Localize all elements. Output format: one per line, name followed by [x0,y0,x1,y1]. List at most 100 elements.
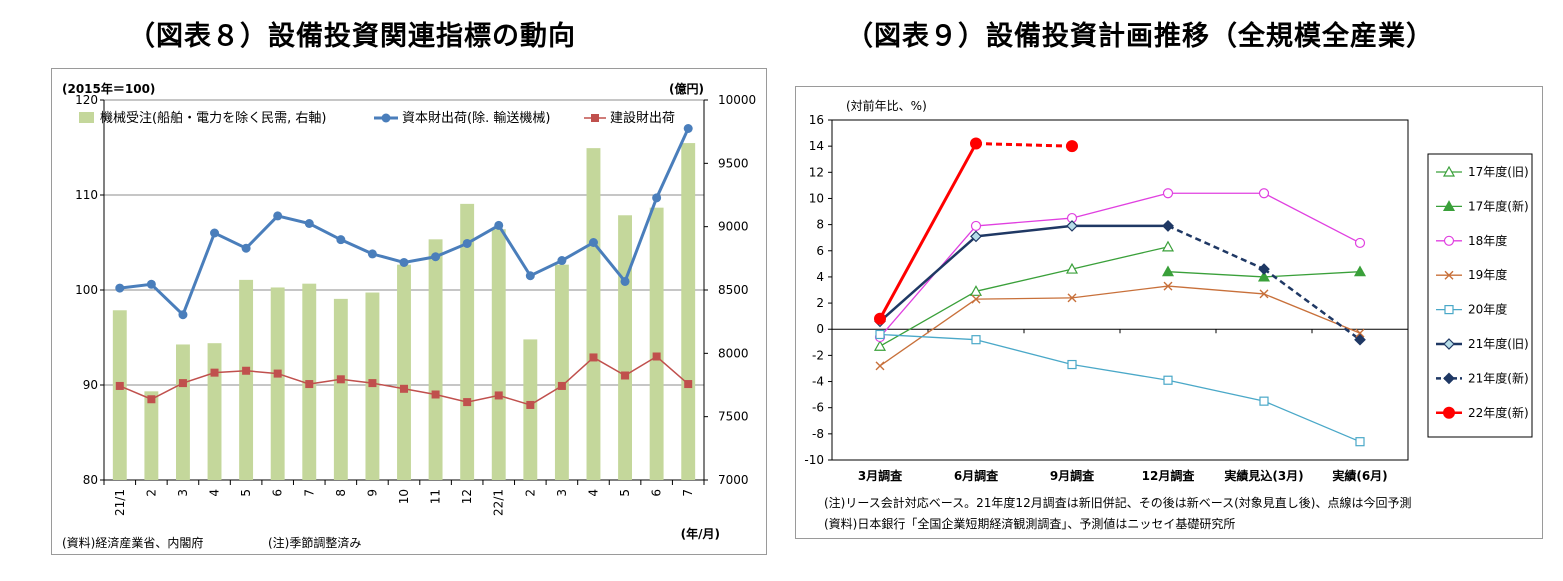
chart8-point [115,283,125,293]
chart8-point [431,252,441,262]
chart9-source: (資料)日本銀行「全国企業短期経済観測調査」、予測値はニッセイ基礎研究所 [824,516,1235,531]
chart9-point [1354,333,1366,346]
chart8-left-axis-unit: (2015年＝100) [62,81,155,96]
chart9-legend-label: 17年度(新) [1468,198,1529,213]
chart8-right-tick-label: 7000 [718,473,749,487]
chart8-x-tick-label: 2 [144,489,158,497]
chart9-legend-marker [1444,270,1454,280]
chart8-right-tick-label: 10000 [718,93,756,107]
chart9-series-segment [1071,192,1169,219]
chart9-series-segment [1263,293,1361,334]
chart9-x-tick-label: 実績(6月) [1332,468,1387,483]
chart9-series-segment [1167,379,1265,402]
chart9-series-segment [879,235,977,323]
chart9-y-tick-label: 2 [816,296,824,310]
chart8-bar [491,229,506,480]
chart9-point [1258,188,1270,199]
chart8-bar [681,143,696,481]
chart9-point [1065,262,1079,274]
chart9-series-segment [975,217,1073,227]
chart9-series-segment [1167,285,1265,295]
chart9-point [970,137,982,150]
chart9-series-segment [1071,285,1169,299]
chart9-point [1066,140,1078,153]
chart8-x-tick-label: 21/1 [113,489,127,516]
chart9-y-tick-label: -2 [812,348,824,362]
chart8-point [178,379,187,388]
chart9-point [873,339,887,351]
chart9-legend-marker [1442,165,1456,177]
chart9-point [1163,375,1173,385]
chart9-point [969,285,983,296]
chart9-legend-marker [1444,305,1454,315]
chart8-point [620,276,630,286]
chart8-legend-label: 機械受注(船舶・電力を除く民需, 右軸) [100,110,326,126]
chart9-note: (注)リース会計対応ベース。21年度12月調査は新旧併記、その後は新ベース(対象… [824,495,1411,510]
chart8-bar [176,344,190,480]
chart9-point [970,230,982,243]
chart8-point [210,228,220,238]
chart8-bar [144,391,159,480]
chart8-x-tick-label: 22/1 [492,489,506,516]
chart8-point [494,391,503,400]
chart8-right-tick-label: 9000 [718,220,749,234]
chart8-x-tick-label: 10 [397,489,411,504]
chart9-legend-marker [1443,338,1455,350]
chart8-point [399,257,409,267]
chart9-y-tick-label: 6 [816,244,824,258]
chart8-x-tick-label: 4 [208,489,222,497]
chart8-point [494,220,504,230]
chart8-x-tick-label: 6 [650,489,664,497]
chart9-legend-label: 21年度(旧) [1468,336,1529,351]
chart8-point [525,271,535,281]
chart9-legend-marker [1443,372,1455,385]
chart8-right-tick-label: 8000 [718,346,749,360]
chart8-left-tick-label: 90 [83,378,98,392]
chart9-point [1257,270,1271,282]
chart9-series-segment [975,268,1073,292]
chart8-legend-swatch [591,114,599,122]
chart8-x-tick-label: 3 [176,489,190,497]
chart8-point [273,211,283,221]
chart8-point [336,235,346,245]
chart8-bar [207,343,222,480]
chart8-x-axis-unit: (年/月) [681,526,720,541]
chart9-series-segment [975,297,1073,300]
chart9-point [1259,289,1269,299]
chart8-point [147,395,156,404]
chart9-series-segment [879,333,977,341]
chart8-left-tick-label: 100 [75,283,98,297]
chart9-point [1161,240,1175,252]
chart8-point [336,375,345,384]
chart9-frame: -10 -8 -6 -4 -2 0 2 4 6 8 10 12 14 16 3月調査 6月調査 9月調査 12月調… [795,86,1543,539]
chart8-left-tick-label: 120 [75,93,98,107]
chart8-point [588,238,598,247]
chart9-legend-marker [1442,200,1456,212]
chart8-title: （図表８）設備投資関連指標の動向 [128,21,576,52]
chart8-right-tick-label: 9500 [718,156,749,170]
chart8-x-tick-label: 7 [681,489,695,497]
chart9-y-tick-label: -10 [804,453,824,467]
chart9-plot-border [831,119,1409,461]
chart8-x-tick-label: 11 [429,489,443,504]
chart9-legend-label: 17年度(旧) [1468,164,1529,179]
chart9-series-segment [975,339,1073,366]
chart8-left-tick-label: 110 [75,188,98,202]
chart8-point [210,368,219,377]
chart9-y-tick-label: -4 [812,375,824,389]
chart8-right-tick-label: 8500 [718,283,749,297]
chart8-bar [586,148,601,480]
chart8-point [589,353,598,362]
chart9-series-segment [975,224,1073,238]
chart9-legend-label: 19年度 [1468,267,1507,282]
chart8-point [368,379,377,388]
chart9-point [1354,237,1366,249]
chart8-point [305,380,314,389]
chart9-series-segment [1071,246,1169,270]
chart9-point [1162,188,1174,199]
chart8-bar [554,264,569,480]
chart9-point [1258,263,1270,275]
chart9-point [1259,396,1269,406]
chart8-point [463,398,472,407]
chart9-series-segment [1263,192,1361,244]
